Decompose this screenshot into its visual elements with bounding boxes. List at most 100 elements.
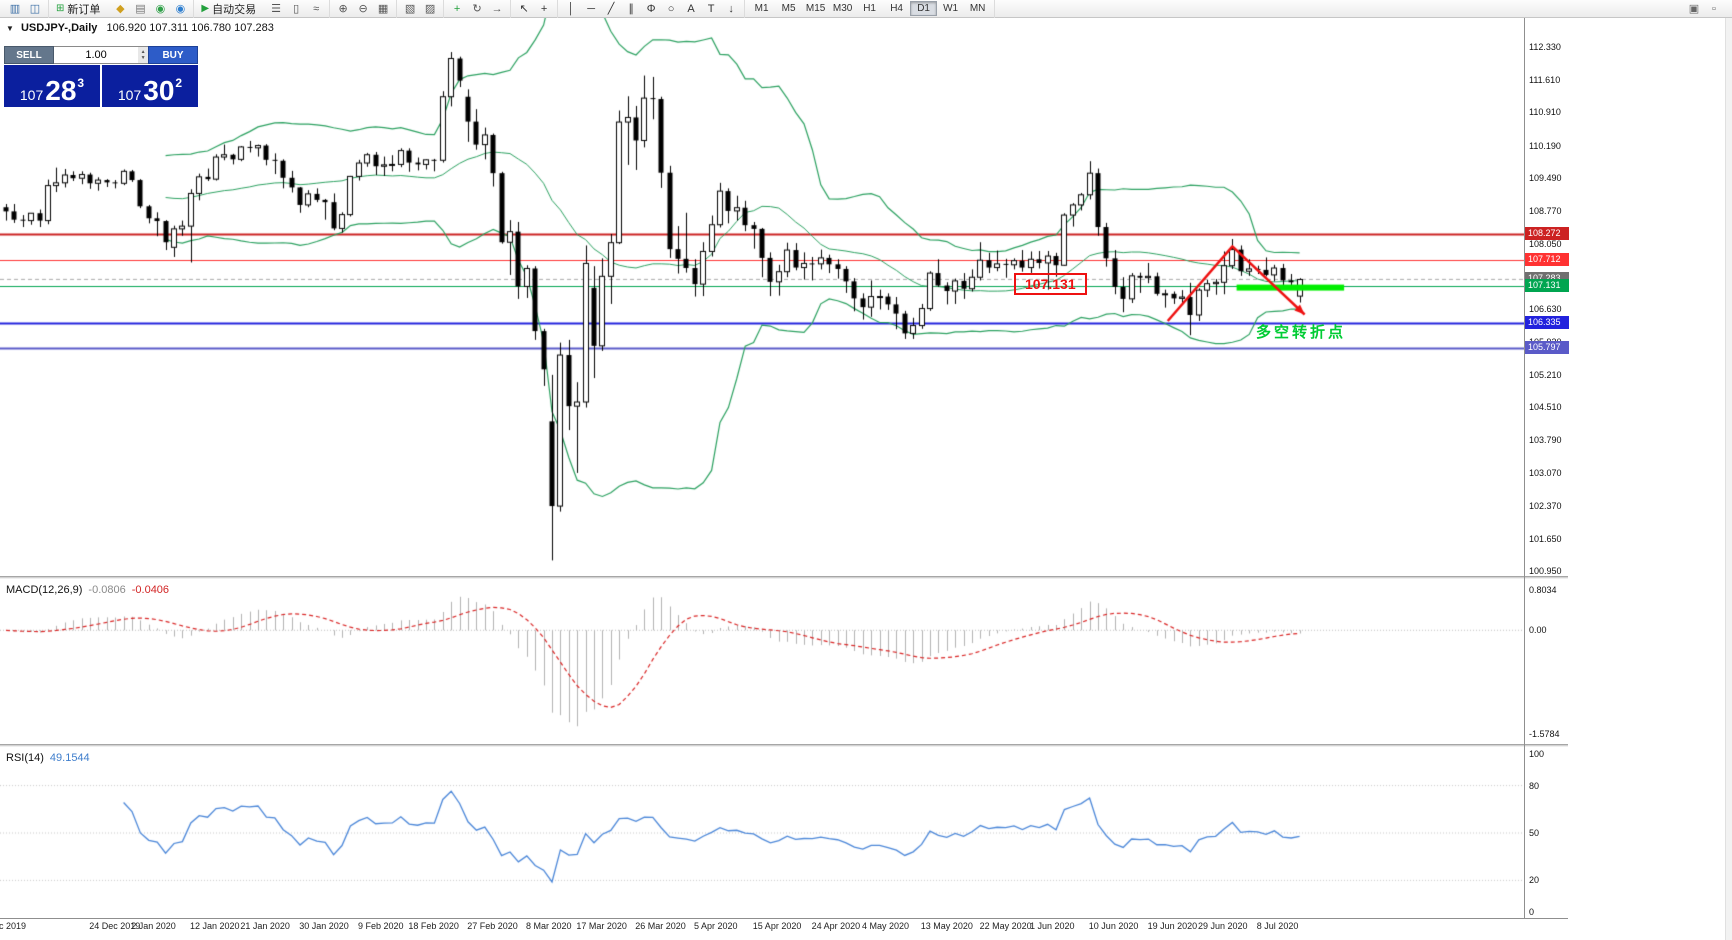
spinner-up-icon[interactable]: ▲ <box>140 49 146 55</box>
bar-chart-icon[interactable]: ☰ <box>266 1 286 17</box>
volume-spinner[interactable]: ▲ ▼ <box>138 47 148 63</box>
scale-label: 100 <box>1529 749 1545 759</box>
scale-label: 80 <box>1529 780 1540 791</box>
timeframe-h4[interactable]: H4 <box>883 1 910 16</box>
toolbar-group-charts: ▥ ◫ <box>2 0 49 18</box>
cascade-windows-icon[interactable]: ▨ <box>420 1 440 17</box>
date-label: 18 Feb 2020 <box>408 921 459 931</box>
horizontal-line-icon[interactable]: ─ <box>581 1 601 17</box>
date-label: 22 May 2020 <box>979 921 1032 931</box>
zoom-out-icon[interactable]: ⊖ <box>353 1 373 17</box>
empty-right-area <box>1568 18 1732 940</box>
panel-separator[interactable] <box>0 576 1568 579</box>
time-axis-line <box>0 918 1568 919</box>
trendline-icon[interactable]: ╱ <box>601 1 621 17</box>
scale-label: 104.510 <box>1529 402 1562 413</box>
sell-button[interactable]: SELL <box>4 46 54 64</box>
scale-label: 102.370 <box>1529 500 1562 511</box>
buy-button[interactable]: BUY <box>148 46 198 64</box>
price-callout: 107.131 <box>1014 273 1087 295</box>
date-label: 4 May 2020 <box>862 921 910 931</box>
line-chart-icon[interactable]: ≈ <box>306 1 326 17</box>
autotrade-label: 自动交易 <box>212 3 257 16</box>
shapes-icon[interactable]: ○ <box>661 1 681 17</box>
spinner-down-icon[interactable]: ▼ <box>140 55 146 61</box>
date-label: 27 Feb 2020 <box>467 921 518 931</box>
tile-windows-icon[interactable]: ▧ <box>400 1 420 17</box>
fullscreen-icon[interactable]: ▣ <box>1684 1 1704 17</box>
rsi-canvas[interactable] <box>0 748 1524 918</box>
auto-scroll-icon[interactable]: ↻ <box>467 1 487 17</box>
indicators-icon[interactable]: + <box>447 1 467 17</box>
timeframe-w1[interactable]: W1 <box>937 1 964 16</box>
new-order-icon: ⊞ <box>56 3 65 14</box>
toolbar-group-pointer: ↖ + <box>511 0 559 18</box>
timeframe-h1[interactable]: H1 <box>856 1 883 16</box>
timeframe-m30[interactable]: M30 <box>829 1 856 16</box>
timeframe-d1[interactable]: D1 <box>910 1 938 16</box>
panel-separator[interactable] <box>0 744 1568 747</box>
scale-label: 101.650 <box>1529 533 1562 544</box>
date-label: 12 Jan 2020 <box>190 921 240 931</box>
main-chart-canvas[interactable] <box>0 18 1524 576</box>
chart-shift-icon[interactable]: → <box>487 1 507 17</box>
grid-icon[interactable]: ▦ <box>373 1 393 17</box>
timeframe-mn[interactable]: MN <box>964 1 991 16</box>
sell-price-pips: 28 <box>45 75 77 107</box>
profiles-icon[interactable]: ◫ <box>25 1 45 17</box>
scale-label: 103.070 <box>1529 468 1562 479</box>
one-click-toggle-icon[interactable]: ▼ <box>6 24 14 33</box>
macd-canvas[interactable] <box>0 579 1524 744</box>
candlestick-chart-icon[interactable]: ▯ <box>286 1 306 17</box>
new-order-button[interactable]: ⊞ 新订单 <box>49 1 107 17</box>
scale-label: 0.00 <box>1529 625 1547 636</box>
channel-icon[interactable]: ∥ <box>621 1 641 17</box>
sell-price-fraction: 3 <box>77 76 85 90</box>
price-scale[interactable]: 112.330 111.610 110.910 110.190 109.490 108.7… <box>1524 18 1569 919</box>
date-label: 1 Jun 2020 <box>1030 921 1075 931</box>
date-label: 26 Mar 2020 <box>635 921 686 931</box>
mailbox-icon[interactable]: ▤ <box>130 1 150 17</box>
arrows-icon[interactable]: ↓ <box>721 1 741 17</box>
timeframe-m15[interactable]: M15 <box>802 1 829 16</box>
date-label: 15 Apr 2020 <box>752 921 802 931</box>
scale-label: 110.190 <box>1529 140 1561 151</box>
scale-label: 110.910 <box>1529 107 1561 118</box>
market-icon[interactable]: ◉ <box>150 1 170 17</box>
toolbar-group-services: ◆ ▤ ◉ ◉ <box>107 0 195 18</box>
date-label: 8 Mar 2020 <box>526 921 572 931</box>
text-icon[interactable]: A <box>681 1 701 17</box>
date-label: 9 Feb 2020 <box>358 921 404 931</box>
signals-icon[interactable]: ◉ <box>170 1 190 17</box>
date-label: 21 Jan 2020 <box>240 921 290 931</box>
vertical-line-icon[interactable]: │ <box>561 1 581 17</box>
scale-label: 105.210 <box>1529 369 1562 380</box>
timeframe-m1[interactable]: M1 <box>748 1 775 16</box>
zoom-in-icon[interactable]: ⊕ <box>333 1 353 17</box>
right-scrollbar[interactable] <box>1725 18 1732 940</box>
scale-label: 0 <box>1529 907 1535 917</box>
alerts-icon[interactable]: ◆ <box>110 1 130 17</box>
help-icon[interactable]: ▫ <box>1704 1 1724 17</box>
autotrade-play-icon: ▶ <box>201 3 210 14</box>
scale-label: 111.610 <box>1529 75 1561 86</box>
fibonacci-icon[interactable]: Φ <box>641 1 661 17</box>
new-chart-icon[interactable]: ▥ <box>5 1 25 17</box>
buy-price-display[interactable]: 107 30 2 <box>102 65 198 107</box>
date-label: 30 Jan 2020 <box>299 921 349 931</box>
chart-title: ▼ USDJPY-,Daily 106.920 107.311 106.780 … <box>6 22 274 34</box>
volume-input[interactable] <box>54 47 139 63</box>
crosshair-icon[interactable]: + <box>534 1 554 17</box>
cursor-icon[interactable]: ↖ <box>514 1 534 17</box>
toolbar-group-windows: ▧ ▨ <box>397 0 445 18</box>
price-tag: 108.272 <box>1525 226 1569 240</box>
autotrade-button[interactable]: ▶ 自动交易 <box>194 1 263 17</box>
label-icon[interactable]: T <box>701 1 721 17</box>
scale-label: 106.630 <box>1529 304 1562 315</box>
toolbar: ▥ ◫ ⊞ 新订单 ◆ ▤ ◉ ◉ ▶ 自动交易 ☰ ▯ ≈ ⊕ ⊖ ▦ ▧ ▨ + ↻ → ↖ + │ ─ ╱ ∥ Φ ○ A T ↓ M1 M… <box>0 0 1732 18</box>
sell-price-display[interactable]: 107 28 3 <box>4 65 100 107</box>
buy-price-fraction: 2 <box>175 76 183 90</box>
toolbar-group-zoom: ⊕ ⊖ ▦ <box>330 0 398 18</box>
timeframe-m5[interactable]: M5 <box>775 1 802 16</box>
